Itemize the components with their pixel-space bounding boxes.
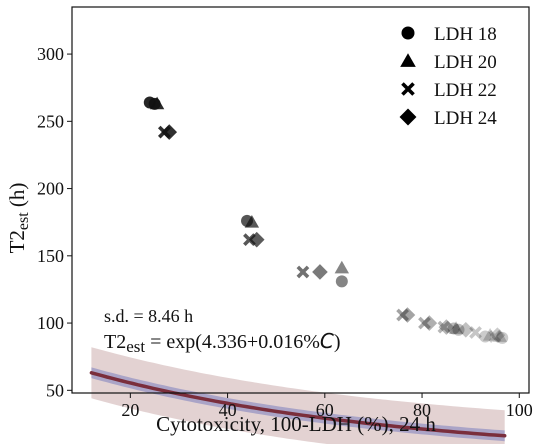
x-tick-label: 80: [413, 400, 431, 420]
fit-line: [89, 371, 507, 438]
y-tick-label: 200: [37, 179, 64, 199]
data-point-diamond: [161, 124, 178, 140]
data-point-x: [418, 316, 431, 330]
data-point-x: [437, 320, 451, 334]
data-point-triangle: [482, 327, 498, 341]
data-point-x: [469, 326, 482, 339]
data-point-circle: [452, 323, 465, 336]
y-axis-title-sub: est: [15, 212, 32, 230]
data-point-circle: [335, 275, 348, 288]
bands-layer: [91, 347, 505, 444]
x-tick-label: 20: [121, 400, 139, 420]
legend-label: LDH 20: [434, 52, 497, 73]
data-point-circle: [496, 331, 509, 344]
data-point-x: [488, 330, 502, 343]
data-point-triangle: [334, 260, 350, 274]
data-point-diamond: [421, 315, 438, 331]
data-point-triangle: [149, 96, 165, 110]
y-tick-label: 250: [37, 111, 64, 131]
data-point-diamond: [312, 264, 328, 280]
legend-marker-triangle: [400, 53, 416, 67]
data-point-x: [396, 308, 409, 322]
y-axis-title-main: T2: [5, 230, 29, 253]
y-tick-label: 150: [37, 246, 64, 266]
data-point-triangle: [244, 214, 260, 228]
legend-marker-x: [401, 82, 415, 96]
legend-marker-diamond: [399, 108, 417, 126]
equation-annotation: T2est = exp(4.336+0.016%C): [104, 329, 341, 356]
data-point-diamond: [438, 319, 455, 335]
legend: LDH 18 LDH 20 LDH 22 LDH 24: [399, 24, 497, 129]
legend-label: LDH 22: [434, 80, 497, 101]
sd-annotation: s.d. = 8.46 h: [104, 306, 193, 326]
x-tick-label: 40: [219, 400, 237, 420]
equation-mid: = exp(4.336+0.016%: [145, 331, 320, 353]
equation-var: C: [320, 329, 334, 353]
legend-label: LDH 18: [434, 24, 497, 45]
data-point-circle: [447, 322, 460, 335]
y-tick-label: 300: [37, 44, 64, 64]
legend-marker-circle: [401, 26, 415, 40]
data-points-layer: [143, 96, 509, 344]
x-axis-title: Cytotoxicity, 100-LDH (%), 24 h: [156, 412, 436, 436]
y-tick-label: 50: [46, 380, 64, 400]
equation-main: T2: [104, 331, 126, 353]
prediction-band: [91, 347, 505, 444]
y-axis-title-unit: (h): [5, 183, 29, 213]
x-tick-label: 100: [506, 400, 533, 420]
data-point-diamond: [489, 327, 506, 343]
x-tick-label: 60: [316, 400, 334, 420]
data-point-x: [296, 265, 310, 279]
data-point-diamond: [457, 321, 474, 338]
data-point-triangle: [492, 329, 508, 342]
x-axis-ticks: 20 40 60 80 100: [121, 393, 533, 420]
data-point-circle: [479, 330, 492, 343]
y-axis-ticks: 50 100 150 200 250 300: [37, 44, 72, 400]
data-point-diamond: [399, 307, 416, 323]
data-point-diamond: [248, 231, 265, 248]
equation-sub: est: [126, 337, 145, 356]
fit-line-layer: [89, 371, 507, 438]
y-tick-label: 100: [37, 313, 64, 333]
confidence-band: [91, 367, 505, 442]
equation-end: ): [334, 331, 341, 353]
plot-frame: [71, 6, 530, 394]
data-point-triangle: [448, 321, 464, 334]
legend-label: LDH 24: [434, 108, 497, 129]
y-axis-title: T2est (h): [5, 183, 32, 254]
